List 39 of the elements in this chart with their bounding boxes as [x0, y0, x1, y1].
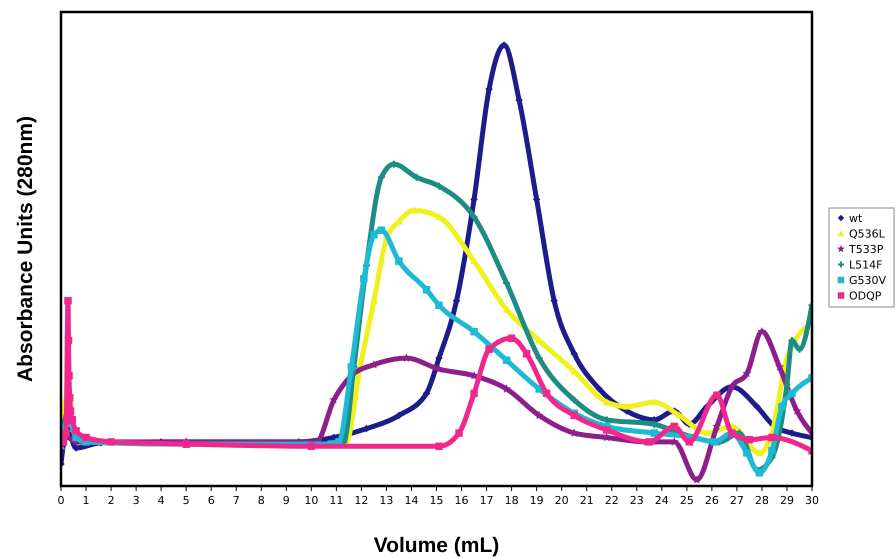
- x-tick-label: 30: [805, 494, 819, 507]
- x-tick-label: 9: [282, 494, 290, 507]
- x-tick-label: 27: [730, 494, 744, 507]
- x-tick-label: 19: [530, 494, 544, 507]
- x-tick-label: 18: [504, 494, 519, 507]
- x-tick-label: 8: [258, 494, 265, 507]
- legend-label: L514F: [849, 258, 882, 272]
- x-tick-label: 28: [754, 494, 769, 507]
- x-tick-label: 14: [404, 494, 418, 507]
- legend-label: wt: [849, 212, 863, 225]
- x-tick-label: 5: [182, 494, 190, 507]
- legend-label: T533P: [848, 243, 884, 256]
- x-tick-label: 25: [680, 494, 694, 507]
- x-tick-label: 16: [454, 494, 469, 507]
- x-axis-title: Volume (mL): [374, 534, 500, 557]
- x-tick-label: 29: [780, 494, 794, 507]
- x-tick-label: 0: [58, 494, 64, 507]
- x-tick-label: 7: [232, 494, 240, 507]
- x-tick-label: 15: [430, 494, 444, 507]
- x-tick-label: 3: [132, 494, 140, 507]
- x-tick-label: 4: [158, 494, 165, 507]
- x-tick-label: 26: [704, 494, 719, 507]
- x-tick-label: 11: [329, 494, 344, 507]
- x-tick-label: 1: [82, 494, 90, 507]
- legend-label: Q536L: [849, 228, 886, 240]
- legend-label: ODQP: [849, 290, 882, 302]
- y-axis-title: Absorbance Units (280nm): [14, 116, 37, 382]
- x-tick-label: 12: [354, 494, 368, 507]
- x-tick-label: 13: [379, 494, 394, 507]
- x-tick-label: 21: [580, 494, 594, 507]
- x-tick-label: 23: [630, 494, 644, 507]
- x-tick-label: 6: [208, 494, 215, 507]
- x-tick-label: 24: [654, 494, 669, 507]
- x-tick-label: 2: [108, 494, 115, 507]
- legend-label: G530V: [849, 274, 887, 287]
- x-tick-label: 17: [480, 494, 494, 507]
- x-tick-label: 22: [604, 494, 619, 507]
- x-tick-label: 20: [554, 494, 569, 507]
- x-tick-label: 10: [304, 494, 318, 507]
